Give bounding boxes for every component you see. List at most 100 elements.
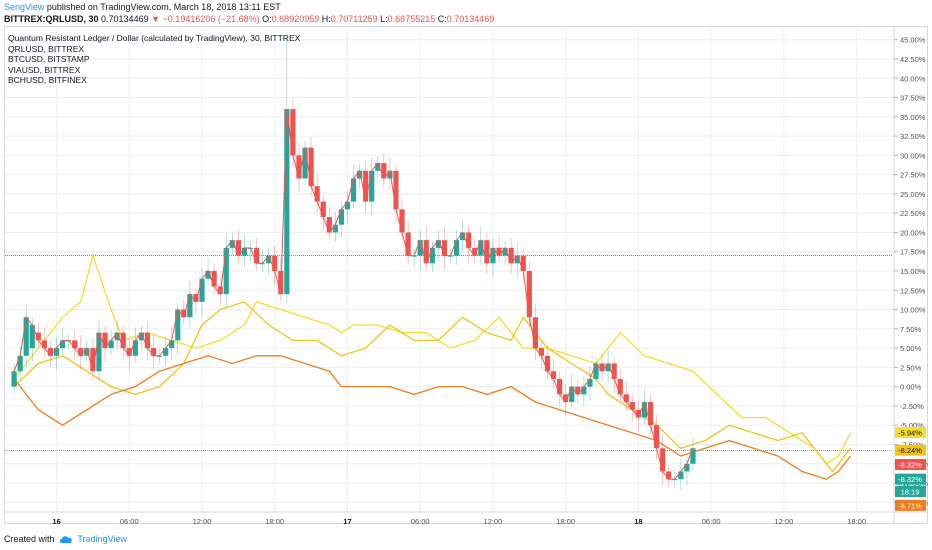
- candle-body: [569, 386, 575, 403]
- candle-body: [296, 155, 302, 179]
- candle-body: [575, 386, 581, 395]
- candle-body: [23, 317, 29, 356]
- price-axis-label: 45.00%: [900, 36, 926, 45]
- candle-body: [338, 209, 345, 225]
- candle-body: [332, 224, 338, 233]
- candle-body: [514, 255, 520, 264]
- candle-body: [302, 147, 308, 179]
- candle-body: [150, 348, 157, 356]
- candle-body: [429, 247, 435, 264]
- price-axis-label: 32.50%: [900, 132, 926, 141]
- candle-body: [435, 240, 441, 248]
- candle-body: [557, 378, 563, 395]
- candle-body: [581, 386, 587, 395]
- candle-body: [654, 425, 660, 449]
- created-with-text: Created with: [4, 534, 55, 544]
- candle-body: [53, 348, 60, 356]
- time-axis-label: 17: [343, 517, 351, 526]
- tradingview-logo-icon: [59, 536, 72, 544]
- symbol-name: BITTREX:QRLUSD, 30: [4, 14, 99, 24]
- candle-body: [253, 247, 260, 264]
- legend-item-viausd[interactable]: VIAUSD, BITTREX: [8, 64, 81, 75]
- legend-item-bchusd[interactable]: BCHUSD, BITFINEX: [8, 75, 87, 86]
- series-value-badge: [895, 499, 926, 511]
- close-label: C:: [437, 14, 447, 24]
- candle-body: [211, 271, 217, 287]
- candle-body: [72, 340, 78, 349]
- time-axis-label: 18: [634, 517, 642, 526]
- candle-body: [478, 240, 484, 256]
- candle-body: [417, 240, 423, 256]
- tradingview-brand-link[interactable]: TradingView: [77, 534, 127, 544]
- legend-item-btcusd[interactable]: BTCUSD, BITSTAMP: [8, 54, 90, 65]
- qrl-candles: [11, 40, 696, 491]
- candle-body: [241, 247, 248, 256]
- time-axis-label: 06:00: [120, 517, 139, 526]
- candle-body: [266, 255, 272, 264]
- candle-body: [308, 147, 314, 187]
- candle-body: [78, 348, 84, 356]
- candle-body: [229, 240, 235, 248]
- candle-body: [326, 217, 332, 233]
- candle-body: [605, 363, 611, 372]
- series-value-text: -8.24%: [898, 446, 922, 455]
- price-axis-label: 30.00%: [900, 151, 926, 160]
- price-axis-label: -2.50%: [900, 402, 924, 411]
- candle-body: [47, 348, 54, 356]
- candle-body: [187, 294, 193, 318]
- price-axis-label: 12.50%: [900, 286, 926, 295]
- candle-body: [114, 332, 120, 341]
- price-axis-label: 42.50%: [900, 55, 926, 64]
- candle-body: [17, 355, 23, 372]
- time-axis-label: 18:00: [556, 517, 575, 526]
- candle-body: [405, 232, 411, 256]
- candle-body: [138, 332, 144, 341]
- candle-body: [544, 355, 551, 372]
- candle-body: [593, 363, 599, 379]
- candle-body: [641, 402, 648, 418]
- chart-grid: [5, 26, 893, 512]
- candle-body: [617, 378, 623, 395]
- candle-body: [472, 247, 478, 256]
- legend-title: Quantum Resistant Ledger / Dollar (calcu…: [8, 33, 301, 43]
- price-axis-label: 7.50%: [900, 325, 922, 334]
- series-value-badge: [895, 473, 926, 485]
- candle-body: [193, 294, 199, 302]
- series-value-badge: [895, 444, 926, 456]
- candle-body: [550, 371, 557, 379]
- price-axis-label: 27.50%: [900, 171, 926, 180]
- candle-body: [126, 348, 132, 356]
- author-link[interactable]: SengView: [4, 2, 45, 12]
- time-axis-label: 18:00: [265, 517, 284, 526]
- chart-frame[interactable]: [4, 26, 928, 524]
- change-down-arrow-icon: ▼: [151, 14, 161, 24]
- candle-body: [169, 340, 175, 349]
- candle-body: [108, 340, 114, 349]
- candle-body: [587, 378, 593, 387]
- legend-item-qrlusd[interactable]: QRLUSD, BITTREX: [8, 43, 85, 54]
- candle-body: [235, 240, 241, 256]
- candle-body: [132, 340, 138, 356]
- candle-body: [532, 317, 538, 349]
- series-value-text: 18:19: [901, 487, 920, 496]
- candle-body: [684, 463, 690, 472]
- candle-body: [460, 232, 466, 241]
- reference-lines: [5, 255, 893, 452]
- candle-body: [423, 240, 429, 264]
- candle-body: [35, 332, 41, 341]
- candle-body: [59, 340, 66, 349]
- candle-body: [181, 309, 187, 318]
- time-axis-label: 06:00: [411, 517, 430, 526]
- price-axis-label: 10.00%: [900, 306, 926, 315]
- candle-body: [563, 394, 569, 403]
- low-value: 0.68755215: [387, 14, 436, 24]
- candle-body: [441, 240, 448, 256]
- price-axis-label: 5.00%: [900, 344, 922, 353]
- candle-body: [314, 186, 320, 202]
- publish-line: SengView published on TradingView.com, M…: [4, 2, 281, 12]
- candle-body: [623, 394, 629, 403]
- series-value-badge: [895, 485, 926, 497]
- candle-body: [223, 247, 229, 295]
- candle-body: [272, 255, 278, 271]
